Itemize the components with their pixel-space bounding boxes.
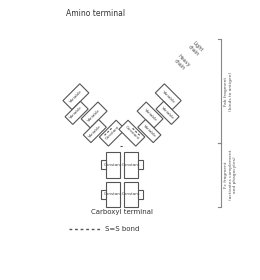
Text: Constant: Constant	[122, 163, 140, 167]
Bar	[101, 160, 106, 169]
Bar	[124, 138, 138, 148]
Bar	[137, 102, 163, 128]
Text: Variable: Variable	[88, 124, 102, 138]
Bar	[156, 101, 179, 124]
Text: Fab fragment
(binds to antigen): Fab fragment (binds to antigen)	[224, 71, 233, 111]
Text: Variable: Variable	[69, 106, 84, 120]
Text: Constant: Constant	[104, 192, 122, 197]
Bar	[83, 120, 106, 143]
Bar	[119, 120, 145, 146]
Bar	[99, 120, 125, 146]
Text: Variable: Variable	[161, 90, 176, 104]
Bar	[63, 84, 89, 110]
Bar	[106, 152, 120, 178]
Text: Variable: Variable	[69, 90, 83, 104]
Bar	[124, 152, 138, 178]
Text: Constant: Constant	[124, 125, 140, 141]
Text: Heavy
chain: Heavy chain	[172, 53, 191, 72]
Bar	[138, 120, 161, 143]
Text: Fc fragment
(activates complement
and phagocytes): Fc fragment (activates complement and ph…	[224, 150, 237, 200]
Text: Light
chain: Light chain	[187, 40, 204, 57]
Text: Variable: Variable	[143, 108, 157, 122]
Text: Variable: Variable	[87, 108, 101, 122]
Text: Constant: Constant	[104, 125, 120, 141]
Bar	[65, 101, 88, 124]
Text: Amino terminal: Amino terminal	[66, 9, 125, 18]
Bar	[138, 160, 143, 169]
Bar	[124, 182, 138, 207]
Text: Carboxyl terminal: Carboxyl terminal	[91, 209, 153, 215]
Bar	[106, 182, 120, 207]
Bar	[106, 138, 120, 148]
Text: Constant: Constant	[104, 163, 122, 167]
Text: Variable: Variable	[160, 106, 175, 120]
Bar	[101, 190, 106, 199]
Bar	[155, 84, 181, 110]
Text: S=S bond: S=S bond	[105, 226, 140, 232]
Text: Constant: Constant	[122, 192, 140, 197]
Bar	[138, 190, 143, 199]
Bar	[81, 102, 107, 128]
Text: Variable: Variable	[142, 124, 157, 138]
